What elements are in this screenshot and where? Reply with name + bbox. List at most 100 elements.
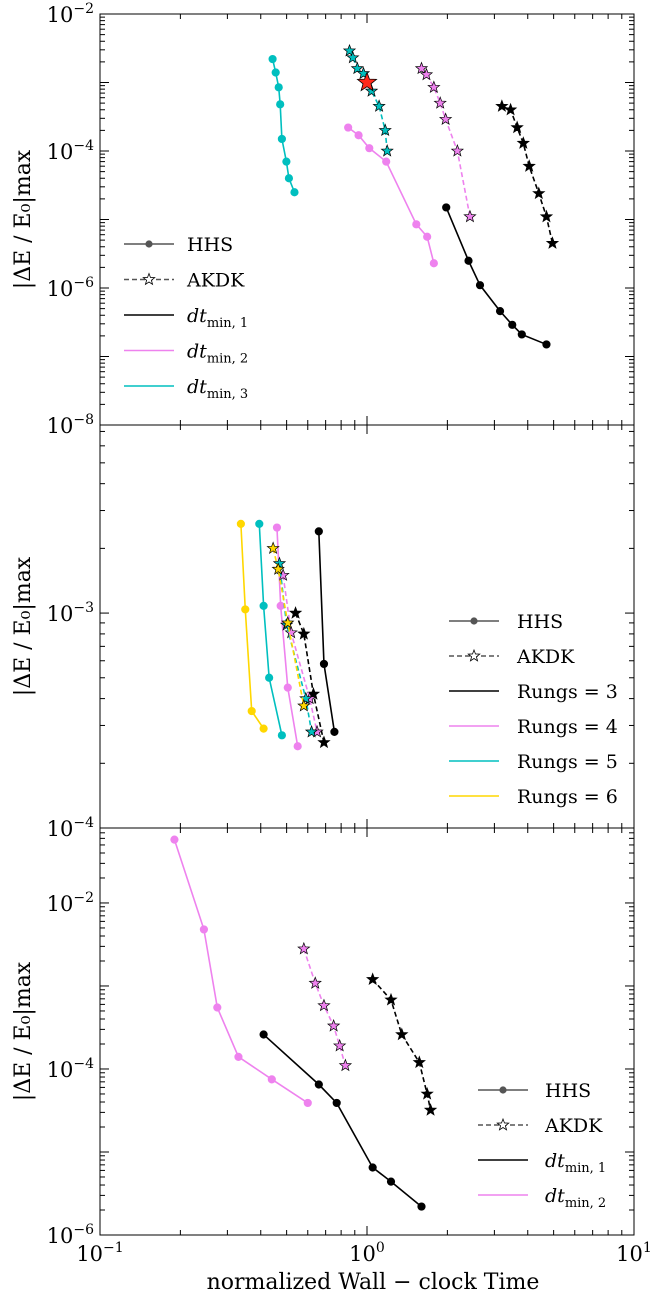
series-line bbox=[278, 563, 313, 733]
data-point bbox=[297, 941, 311, 955]
legend-marker bbox=[467, 648, 481, 662]
legend-entry: HHS bbox=[478, 1080, 591, 1102]
ticks bbox=[99, 13, 635, 426]
series-line bbox=[294, 612, 325, 743]
series-line bbox=[258, 523, 283, 736]
series bbox=[342, 43, 394, 157]
data-point bbox=[522, 159, 536, 172]
data-point bbox=[354, 131, 363, 140]
legend-label: HHS bbox=[517, 611, 563, 633]
data-point bbox=[326, 1018, 341, 1032]
data-point bbox=[247, 706, 256, 716]
x-axis-label: normalized Wall − clock Time bbox=[207, 1270, 540, 1295]
data-point bbox=[384, 992, 398, 1006]
series bbox=[170, 835, 312, 1108]
data-point bbox=[539, 209, 554, 223]
x-tick-label: 101 bbox=[616, 1240, 652, 1266]
data-point bbox=[414, 61, 429, 75]
data-point bbox=[423, 232, 432, 241]
data-point bbox=[395, 1027, 409, 1041]
legend-entry: Rungs = 4 bbox=[449, 716, 618, 738]
series-line bbox=[240, 523, 265, 730]
data-point bbox=[366, 972, 380, 986]
legend-label: Rungs = 3 bbox=[517, 681, 618, 703]
legend-entry: AKDK bbox=[449, 646, 575, 668]
data-point bbox=[438, 112, 453, 125]
data-point bbox=[259, 601, 268, 610]
data-point bbox=[293, 742, 302, 751]
data-point bbox=[433, 96, 447, 109]
y-tick-label: 10−4 bbox=[47, 815, 94, 841]
data-point bbox=[299, 691, 313, 705]
data-point bbox=[297, 626, 311, 640]
legend-label: HHS bbox=[545, 1080, 591, 1102]
data-point bbox=[283, 683, 292, 692]
data-point bbox=[255, 519, 264, 528]
data-point bbox=[276, 100, 285, 109]
series-line bbox=[445, 207, 547, 346]
legend: HHS AKDK dtmin, 1 dtmin, 2 bbox=[478, 1080, 606, 1211]
data-point bbox=[417, 1202, 426, 1211]
series-line bbox=[372, 978, 432, 1111]
legend-marker bbox=[142, 272, 156, 286]
data-point bbox=[419, 67, 434, 81]
data-point bbox=[442, 203, 451, 212]
y-axis-label: |ΔE / E₀|max bbox=[11, 961, 36, 1101]
legend-entry: Rungs = 6 bbox=[449, 786, 618, 808]
data-point bbox=[319, 659, 329, 669]
legend-label: AKDK bbox=[186, 270, 245, 292]
data-point bbox=[427, 80, 441, 94]
data-point bbox=[267, 1075, 276, 1084]
series bbox=[266, 541, 311, 712]
y-tick-label: 10−6 bbox=[47, 275, 94, 301]
data-point bbox=[297, 698, 311, 712]
data-point bbox=[532, 186, 546, 200]
series-line bbox=[318, 531, 336, 733]
legend: HHS AKDK Rungs = 3 Rungs = 4 Rungs = 5 Rungs … bbox=[449, 611, 618, 808]
data-point bbox=[510, 120, 524, 134]
data-point bbox=[542, 340, 551, 349]
data-point bbox=[199, 925, 209, 934]
data-point bbox=[271, 68, 280, 77]
data-point bbox=[259, 724, 268, 733]
data-point bbox=[503, 102, 518, 116]
data-point bbox=[277, 731, 286, 740]
ticks bbox=[99, 425, 635, 829]
data-point bbox=[268, 54, 277, 64]
data-point bbox=[241, 605, 250, 614]
legend-label: dtmin, 2 bbox=[187, 341, 248, 367]
series bbox=[288, 606, 331, 749]
legend-label: dtmin, 1 bbox=[187, 305, 248, 331]
data-point bbox=[495, 99, 509, 112]
data-point bbox=[259, 1030, 268, 1039]
panel-top: 10−8 10−6 10−4 10−2 |ΔE / E₀|max HHS AKDK dtmin… bbox=[11, 1, 635, 438]
panel-middle: 10−4 10−3 |ΔE / E₀|max HHS AKDK Rungs = 3 Rung… bbox=[11, 424, 635, 841]
data-point bbox=[380, 144, 394, 157]
legend-entry: dtmin, 2 bbox=[478, 1185, 606, 1211]
data-point bbox=[272, 523, 282, 532]
data-point bbox=[450, 144, 465, 157]
y-tick-label: 10−4 bbox=[47, 138, 94, 164]
data-point bbox=[412, 220, 421, 229]
legend-marker bbox=[145, 240, 153, 248]
series bbox=[236, 519, 268, 733]
data-point bbox=[277, 134, 286, 144]
series bbox=[297, 941, 353, 1072]
legend-entry: dtmin, 3 bbox=[124, 376, 248, 402]
data-point bbox=[304, 724, 319, 738]
data-point bbox=[338, 1058, 353, 1072]
data-point bbox=[475, 281, 485, 290]
data-point bbox=[271, 562, 285, 575]
data-point bbox=[346, 50, 360, 64]
data-point bbox=[372, 99, 386, 112]
legend-label: HHS bbox=[187, 234, 233, 256]
legend-marker bbox=[499, 1086, 507, 1094]
highlight-point bbox=[356, 71, 378, 92]
data-point bbox=[290, 188, 299, 197]
data-point bbox=[265, 673, 274, 682]
legend-label: dtmin, 3 bbox=[187, 376, 248, 402]
data-point bbox=[364, 84, 379, 97]
series-line bbox=[272, 548, 305, 707]
data-point bbox=[464, 256, 473, 265]
series bbox=[314, 527, 339, 736]
